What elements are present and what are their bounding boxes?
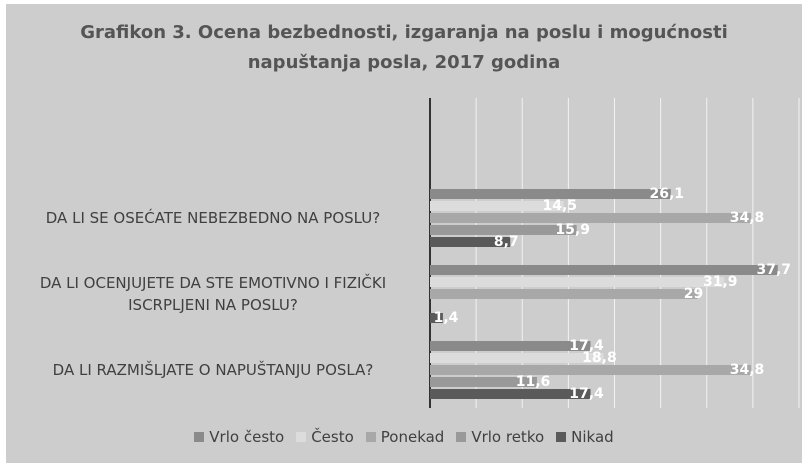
value-label: 18,8 — [582, 350, 617, 366]
value-label: 15,9 — [555, 222, 590, 238]
bar — [430, 201, 564, 211]
value-label: 34,8 — [730, 210, 765, 226]
legend-label: Ponekad — [380, 428, 445, 446]
bar — [430, 265, 778, 275]
legend: Vrlo često Često Ponekad Vrlo retko Nikad — [0, 428, 808, 446]
legend-label: Nikad — [571, 428, 614, 446]
value-label: 17,4 — [569, 338, 604, 354]
bar — [430, 213, 752, 223]
bar — [430, 313, 443, 323]
legend-item: Često — [296, 428, 354, 446]
chart-background — [6, 4, 802, 463]
chart-title: Grafikon 3. Ocena bezbednosti, izgaranja… — [80, 22, 728, 73]
bar — [430, 365, 752, 375]
legend-label: Vrlo retko — [471, 428, 545, 446]
value-label: 17,4 — [569, 386, 604, 402]
bar — [430, 225, 577, 235]
value-label: 14,5 — [542, 198, 577, 214]
bar — [430, 277, 725, 287]
bar — [430, 377, 538, 387]
bar — [430, 353, 604, 363]
value-label: 1,4 — [434, 310, 459, 326]
category-label: DA LI SE OSEĆATE NEBEZBEDNO NA POSLU? — [45, 209, 381, 227]
category-label: DA LI OCENJUJETE DA STE EMOTIVNO I FIZIČ… — [39, 274, 387, 314]
value-label: 26,1 — [649, 186, 684, 202]
bar — [430, 189, 671, 199]
legend-item: Ponekad — [365, 428, 445, 446]
legend-label: Često — [311, 428, 354, 446]
bar — [430, 341, 591, 351]
bar — [430, 237, 511, 247]
value-label: 34,8 — [730, 362, 765, 378]
legend-label: Vrlo često — [209, 428, 285, 446]
value-label: 8,7 — [494, 234, 519, 250]
legend-swatch — [456, 432, 467, 442]
value-label: 31,9 — [703, 274, 738, 290]
value-label: 29 — [684, 286, 703, 302]
category-label: DA LI RAZMIŠLJATE O NAPUŠTANJU POSLA? — [52, 361, 374, 379]
legend-swatch — [556, 432, 567, 442]
legend-item: Vrlo retko — [456, 428, 544, 446]
value-label: 11,6 — [516, 374, 551, 390]
legend-swatch — [296, 432, 307, 442]
legend-item: Vrlo često — [194, 428, 284, 446]
bar — [430, 289, 698, 299]
value-label: 37,7 — [757, 262, 792, 278]
bar — [430, 389, 591, 399]
legend-swatch — [194, 432, 205, 442]
legend-item: Nikad — [556, 428, 614, 446]
legend-swatch — [365, 432, 376, 442]
